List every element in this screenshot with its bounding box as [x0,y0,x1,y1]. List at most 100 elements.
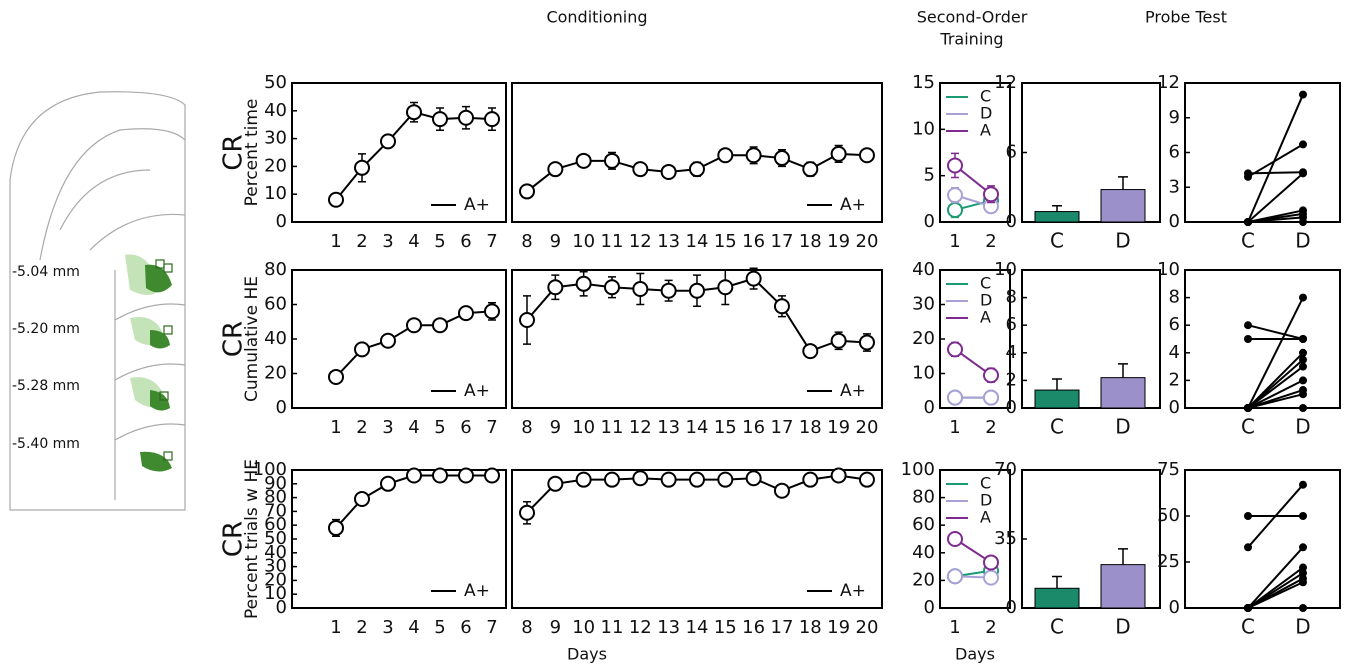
marker [858,334,875,351]
marker [458,109,474,126]
marker [519,183,535,200]
marker [519,504,535,521]
legend-label: D [980,291,992,310]
legend-label: D [980,104,992,123]
x-tick-label: 5 [434,617,445,638]
x-tick-label: 7 [486,231,497,252]
header: Probe Test [1145,8,1227,27]
marker [830,332,847,349]
y-tick-label: 0 [1169,397,1180,418]
x-tick-label: 17 [771,417,794,438]
marker [575,471,592,488]
y-tick-label: 0 [1006,211,1017,232]
x-tick-label: 11 [601,417,624,438]
plot-frame [1184,82,1341,223]
plot-frame [1184,469,1341,609]
subject-point [1299,480,1307,489]
x-tick-label: 16 [742,231,765,252]
marker [547,475,564,492]
marker [484,303,500,320]
x-tick-label: 3 [382,231,393,252]
marker [947,389,963,406]
y-tick-label: 15 [912,72,935,93]
x-tick-label: 1 [330,231,341,252]
subject-point [1299,569,1307,578]
subject-point [1299,348,1307,357]
marker [354,341,370,358]
marker [432,467,448,484]
y-tick-label: 60 [264,294,287,315]
y-tick-label: 75 [1157,459,1180,480]
x-tick-label: 1 [949,617,960,638]
x-tick-label: D [1115,415,1130,439]
subject-line [1247,581,1304,609]
y-tick-label: 0 [1006,597,1017,618]
marker [575,275,592,292]
marker [745,147,762,164]
y-tick-label: 40 [264,100,287,121]
marker [519,312,535,329]
subject-point [1244,218,1252,226]
marker [547,279,564,296]
error-bar [1052,205,1062,212]
y-tick-label: 20 [912,328,935,349]
x-tick-label: 14 [686,617,709,638]
atlas-label: -5.20 mm [12,321,80,337]
y-tick-label: 0 [1006,397,1017,418]
y-tick-label: 5 [924,165,935,186]
header: Second-Order [917,8,1028,27]
x-tick-label: 9 [550,231,561,252]
header: Training [939,30,1003,49]
marker [328,191,344,208]
marker [983,186,999,203]
y-tick-label: 6 [1169,142,1180,163]
plot-frame [939,469,1011,609]
y-tick-label: 8 [1169,287,1180,308]
y-tick-label: 0 [924,397,935,418]
x-tick-label: 9 [550,417,561,438]
marker [484,467,500,484]
atlas-label: -5.40 mm [12,436,80,452]
error-bar [1118,176,1128,190]
x-tick-label: 4 [408,231,419,252]
marker [947,201,963,218]
error-bar [1052,378,1062,391]
y-tick-label: 40 [264,328,287,349]
subject-line [1247,171,1304,175]
x-tick-label: 11 [601,231,624,252]
legend-label: A+ [840,581,866,601]
subject-point [1299,218,1307,226]
x-tick-label: C [1241,229,1255,253]
x-tick-label: 1 [949,231,960,252]
x-tick-label: 14 [686,417,709,438]
atlas-label: -5.28 mm [12,378,80,394]
legend-label: A+ [840,381,866,401]
marker [354,159,370,176]
marker [458,305,474,322]
subject-line [1247,94,1304,223]
marker [830,145,847,162]
x-tick-label: 12 [629,617,652,638]
y-tick-label: 10 [912,363,935,384]
subject-point [1299,543,1307,552]
subject-point [1244,604,1252,612]
legend-label: A [980,308,991,327]
y-tick-label: 80 [264,259,287,280]
marker [547,161,564,178]
marker [947,157,963,174]
x-tick-label: D [1115,229,1130,253]
error-bar [1118,363,1128,378]
plot-frame [939,82,1011,223]
x-tick-label: C [1241,615,1255,639]
subject-point [1299,604,1307,612]
x-tick-label: 1 [330,417,341,438]
x-tick-label: 18 [799,617,822,638]
y-tick-label: 6 [1006,314,1017,335]
y-tick-label: 30 [264,128,287,149]
x-tick-label: 20 [856,231,879,252]
subject-point [1299,335,1307,343]
subject-point [1299,293,1307,302]
legend-label: D [980,491,992,510]
x-tick-label: 18 [799,417,822,438]
x-tick-label: 2 [985,617,996,638]
